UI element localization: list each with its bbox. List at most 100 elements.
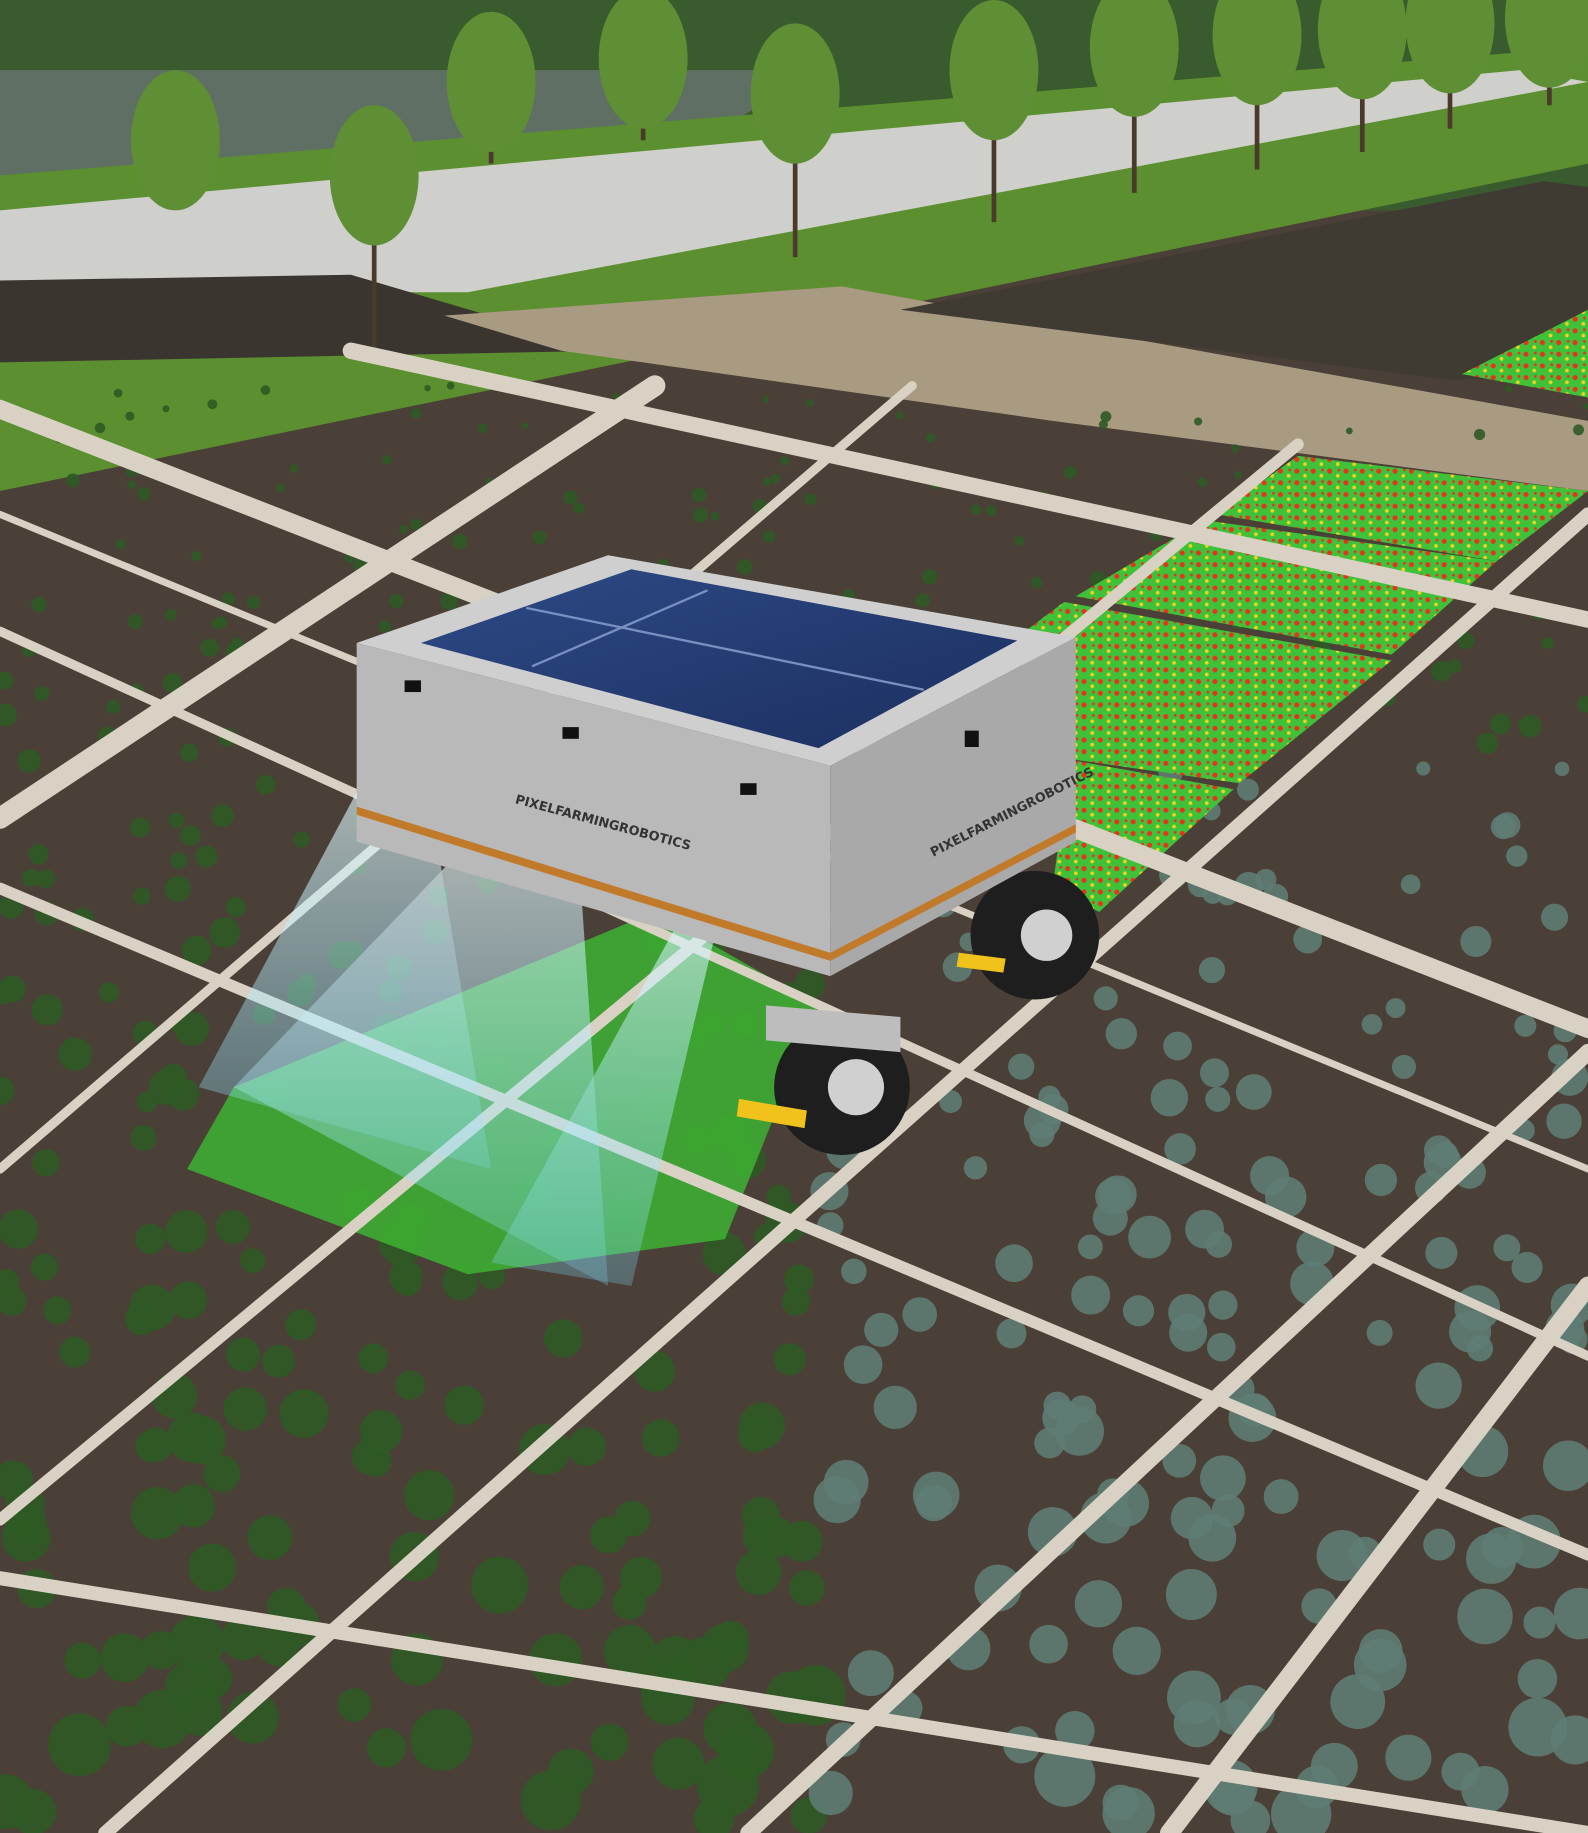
plant (1014, 536, 1025, 546)
plant (1353, 1638, 1407, 1692)
plant (94, 422, 106, 434)
plant (125, 411, 135, 421)
plant (127, 480, 136, 490)
plant (915, 593, 930, 608)
plant (471, 1556, 529, 1614)
plant (1200, 1058, 1230, 1088)
plant (1029, 1624, 1068, 1664)
heatmap-plot (1216, 455, 1588, 562)
plant (995, 1244, 1033, 1283)
plant (163, 673, 183, 693)
plant (590, 1723, 629, 1762)
plant (168, 812, 185, 829)
stripe (356, 806, 831, 961)
plant (1447, 659, 1462, 674)
plant (710, 512, 720, 521)
plant (1540, 903, 1569, 931)
plant (166, 1078, 200, 1111)
heatmap-plot (1017, 602, 1392, 784)
plant (741, 1496, 781, 1536)
plant (1198, 956, 1226, 984)
plant (171, 1484, 216, 1528)
plant (215, 1209, 251, 1245)
plant (1490, 814, 1516, 840)
plant (168, 1615, 225, 1671)
plant (1234, 470, 1243, 479)
plant (1449, 1310, 1492, 1353)
chassis (765, 1005, 901, 1053)
plant (770, 473, 781, 484)
plant (1391, 1054, 1416, 1079)
plant (36, 869, 56, 889)
heatmap-plot (1075, 520, 1497, 655)
plant (164, 875, 192, 902)
plant (1385, 1734, 1432, 1781)
plant (1400, 874, 1421, 895)
plant (739, 1402, 786, 1449)
plant (9, 1788, 56, 1833)
plant (1547, 1044, 1569, 1065)
canopy (1317, 0, 1407, 100)
plant (847, 1650, 894, 1697)
plant (424, 384, 431, 392)
plant (1167, 1670, 1221, 1725)
plant (1573, 424, 1585, 436)
path-line (342, 342, 1588, 628)
canopy (446, 11, 536, 152)
plant (0, 1076, 15, 1106)
plant (1541, 636, 1554, 650)
plant (1476, 732, 1499, 754)
plant (1511, 1251, 1543, 1283)
plant (1105, 1018, 1137, 1050)
plant (521, 422, 529, 430)
plant (1577, 695, 1588, 713)
plant (382, 454, 392, 465)
plant (262, 1344, 296, 1378)
plant (737, 559, 753, 575)
plant (31, 994, 64, 1026)
plant (180, 825, 201, 846)
plant (135, 1223, 166, 1255)
plant (1431, 660, 1452, 682)
plant (209, 917, 241, 948)
plant (127, 614, 143, 630)
plant (246, 595, 261, 610)
panel-seam (525, 606, 925, 691)
plant (925, 432, 936, 443)
plant (207, 399, 218, 410)
plant (773, 1343, 806, 1376)
plant (64, 1642, 101, 1679)
path-line (98, 507, 1588, 1833)
path-line (1160, 1276, 1588, 1833)
plant (1542, 1440, 1588, 1491)
plant (693, 1798, 735, 1833)
plant (692, 507, 709, 523)
plant (106, 699, 121, 714)
plant (985, 505, 997, 517)
plant (337, 1688, 372, 1722)
plant (563, 490, 578, 505)
plant (289, 464, 299, 473)
plant (762, 395, 770, 403)
plant (1093, 986, 1118, 1011)
plant (0, 1286, 27, 1316)
plant (544, 1319, 583, 1358)
plant (48, 1713, 111, 1777)
robot-front (830, 637, 1076, 977)
plant (133, 887, 151, 905)
plant (130, 1124, 157, 1151)
plant (780, 456, 789, 466)
plant (1345, 427, 1353, 435)
plant (843, 1345, 883, 1384)
plant (1055, 1710, 1095, 1751)
plant (784, 1264, 814, 1295)
plant (34, 685, 50, 701)
plant (247, 1515, 293, 1561)
path-line (0, 626, 1588, 1361)
plant (1077, 1234, 1103, 1260)
plant (895, 411, 904, 420)
plant (1415, 1362, 1462, 1409)
plant (721, 1736, 766, 1781)
